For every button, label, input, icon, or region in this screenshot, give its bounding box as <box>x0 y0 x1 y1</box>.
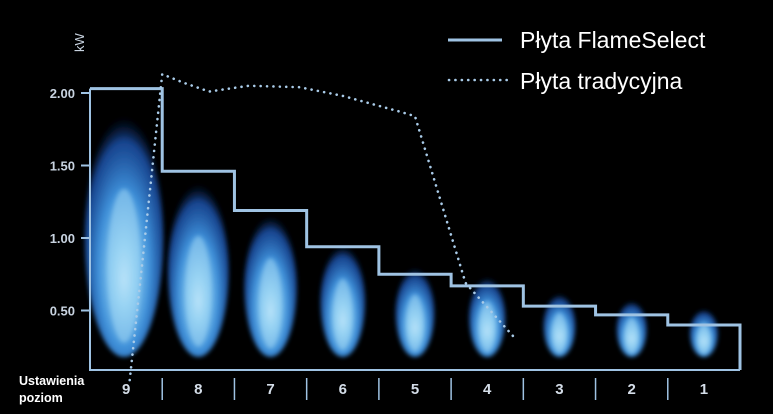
flame-core <box>107 188 141 343</box>
flame-core <box>333 278 353 351</box>
x-axis-baseline <box>89 88 740 371</box>
series-line-flameselect <box>90 87 742 370</box>
flame-core <box>406 294 424 352</box>
flame-illustrations <box>84 116 718 357</box>
legend-label-flameselect: Płyta FlameSelect <box>520 27 706 53</box>
x-tick-label-5: 5 <box>411 381 419 398</box>
x-axis-title-line1: Ustawienia <box>19 374 85 388</box>
x-axis-title-line2: poziom <box>19 391 63 405</box>
y-unit-label: kW <box>72 33 87 53</box>
x-tick-label-8: 8 <box>194 381 202 398</box>
flame-5 <box>395 267 435 357</box>
flame-core <box>698 323 710 355</box>
y-tick-label: 2.00 <box>50 86 75 101</box>
flame-3 <box>543 293 576 357</box>
x-tick-label-7: 7 <box>266 381 274 398</box>
legend-label-tradycyjna: Płyta tradycyjna <box>520 68 683 94</box>
flame-core <box>552 312 567 354</box>
y-axis: 2.00 1.50 1.00 0.50 <box>50 86 90 319</box>
x-tick-label-4: 4 <box>483 381 492 398</box>
x-tick-label-3: 3 <box>555 381 563 398</box>
x-tick-label-1: 1 <box>700 381 708 398</box>
flame-9 <box>84 116 164 357</box>
x-tick-label-6: 6 <box>339 381 347 398</box>
flame-8 <box>167 183 229 357</box>
y-tick-label: 1.50 <box>50 159 75 174</box>
x-axis-category-labels: 9 8 7 6 5 4 3 2 1 <box>122 381 708 398</box>
flame-2 <box>616 300 647 357</box>
x-axis-dividers <box>161 378 669 400</box>
y-tick-label: 1.00 <box>50 231 75 246</box>
y-tick-label: 0.50 <box>50 304 75 319</box>
flame-core <box>479 301 495 353</box>
series-line-tradycyjna <box>128 72 518 382</box>
flame-core <box>185 235 212 347</box>
legend: Płyta FlameSelect Płyta tradycyjna <box>447 27 706 94</box>
x-tick-label-9: 9 <box>122 381 130 398</box>
flame-7 <box>244 215 297 357</box>
flame-core <box>625 317 639 354</box>
flame-1 <box>689 309 718 357</box>
flame-4 <box>469 277 506 357</box>
flame-core <box>259 258 282 349</box>
flame-6 <box>320 245 366 357</box>
x-tick-label-2: 2 <box>627 381 635 398</box>
